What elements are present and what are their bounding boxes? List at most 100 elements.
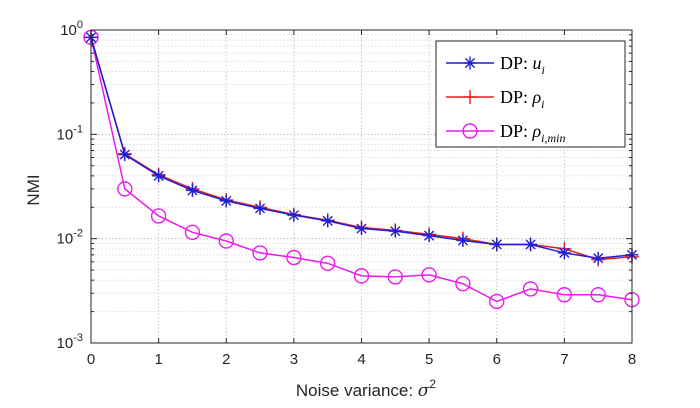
- marker-stroke: [559, 247, 570, 259]
- data-point-marker: [355, 222, 368, 236]
- marker-stroke: [322, 215, 333, 226]
- x-tick-label: 8: [628, 351, 636, 368]
- data-point-marker: [455, 276, 471, 292]
- legend-symbol: ρ: [532, 121, 542, 141]
- data-point-marker: [252, 245, 268, 261]
- data-point-marker: [557, 246, 571, 260]
- x-tick-label: 7: [560, 351, 568, 368]
- axis-ticks: [90, 30, 633, 344]
- data-point-marker: [150, 208, 167, 224]
- data-point-marker: [184, 224, 201, 241]
- legend-entry: DP: ui: [446, 53, 545, 77]
- y-tick-exponent: -2: [73, 228, 83, 240]
- x-tick-label: 2: [222, 351, 230, 368]
- data-point-marker: [152, 169, 166, 183]
- y-tick-label: 100: [60, 19, 83, 39]
- data-series: [83, 29, 640, 310]
- data-point-marker: [421, 267, 437, 283]
- x-tick-label: 3: [290, 351, 298, 368]
- legend-symbol: u: [533, 53, 542, 73]
- data-point-marker: [556, 287, 573, 303]
- x-tick-label: 0: [87, 351, 95, 368]
- marker-stroke: [288, 210, 299, 221]
- x-tick-label: 1: [154, 351, 162, 368]
- legend-subscript: i: [541, 97, 544, 111]
- legend-prefix: DP:: [500, 87, 533, 107]
- data-point-marker: [319, 255, 336, 272]
- marker-stroke: [424, 230, 435, 241]
- data-point-marker: [388, 224, 402, 238]
- y-tick-label: 10-3: [57, 332, 83, 352]
- legend-prefix: DP:: [500, 53, 533, 73]
- y-tick-label: 10-1: [57, 123, 83, 143]
- legend-prefix: DP:: [500, 121, 533, 141]
- marker-stroke: [464, 57, 476, 69]
- y-tick-exponent: -1: [73, 123, 83, 135]
- marker-stroke: [356, 223, 367, 234]
- y-tick-exponent: -3: [73, 332, 83, 344]
- legend-label: DP: ui: [500, 53, 545, 77]
- data-point-marker: [490, 237, 504, 251]
- grid-lines: [90, 30, 633, 344]
- data-point-marker: [253, 201, 267, 215]
- y-axis-title: NMI: [24, 174, 43, 205]
- x-axis-title: Noise variance: σ2: [296, 377, 437, 401]
- x-axis-exponent: 2: [429, 377, 436, 391]
- x-tick-label: 4: [357, 351, 365, 368]
- x-tick-labels: 0 1 2 3 4 5 6 7 8: [87, 351, 636, 368]
- data-point-marker: [118, 148, 132, 162]
- legend-label: DP: ρi: [500, 87, 545, 111]
- marker-stroke: [187, 185, 198, 196]
- marker-stroke: [119, 149, 130, 160]
- x-axis-label: Noise variance:: [296, 381, 418, 400]
- data-point-marker: [591, 251, 605, 265]
- y-tick-base: 10: [57, 335, 74, 352]
- data-point-marker: [117, 181, 133, 197]
- data-point-marker: [463, 56, 477, 70]
- y-tick-base: 10: [57, 231, 74, 248]
- marker-stroke: [525, 239, 536, 250]
- marker-stroke: [254, 203, 266, 214]
- marker-stroke: [390, 226, 401, 237]
- legend-symbol: ρ: [532, 87, 542, 107]
- data-point-marker: [524, 237, 538, 251]
- marker-stroke: [457, 235, 469, 246]
- data-point-marker: [286, 249, 302, 266]
- legend-subscript: i,min: [541, 131, 565, 145]
- data-point-marker: [185, 183, 199, 197]
- legend-entry: DP: ρi,min: [446, 121, 566, 145]
- data-point-marker: [219, 194, 233, 208]
- legend-label: DP: ρi,min: [500, 121, 566, 145]
- marker-stroke: [153, 170, 164, 181]
- marker-stroke: [491, 239, 502, 250]
- data-point-marker: [218, 233, 234, 249]
- data-point-marker: [321, 214, 335, 228]
- y-tick-exponent: 0: [77, 19, 83, 31]
- data-point-marker: [456, 234, 470, 248]
- x-tick-label: 5: [425, 351, 433, 368]
- data-point-marker: [462, 123, 478, 139]
- legend-box: [435, 40, 626, 148]
- data-point-marker: [387, 269, 404, 285]
- legend-subscript: i: [542, 63, 545, 77]
- data-point-marker: [353, 268, 370, 284]
- data-point-marker: [522, 281, 539, 297]
- y-tick-label: 10-2: [57, 228, 83, 248]
- data-point-marker: [422, 229, 436, 243]
- series-line: [90, 37, 633, 303]
- data-point-marker: [463, 90, 477, 104]
- legend-entry: DP: ρi: [446, 87, 545, 111]
- marker-stroke: [221, 195, 232, 207]
- x-tick-label: 6: [493, 351, 501, 368]
- data-point-marker: [287, 208, 301, 222]
- y-tick-base: 10: [57, 126, 74, 143]
- y-tick-base: 10: [60, 22, 77, 39]
- marker-stroke: [593, 253, 604, 264]
- data-point-marker: [489, 293, 505, 310]
- x-axis-symbol: σ: [418, 381, 430, 401]
- data-point-marker: [590, 287, 606, 303]
- series-2: [83, 29, 640, 310]
